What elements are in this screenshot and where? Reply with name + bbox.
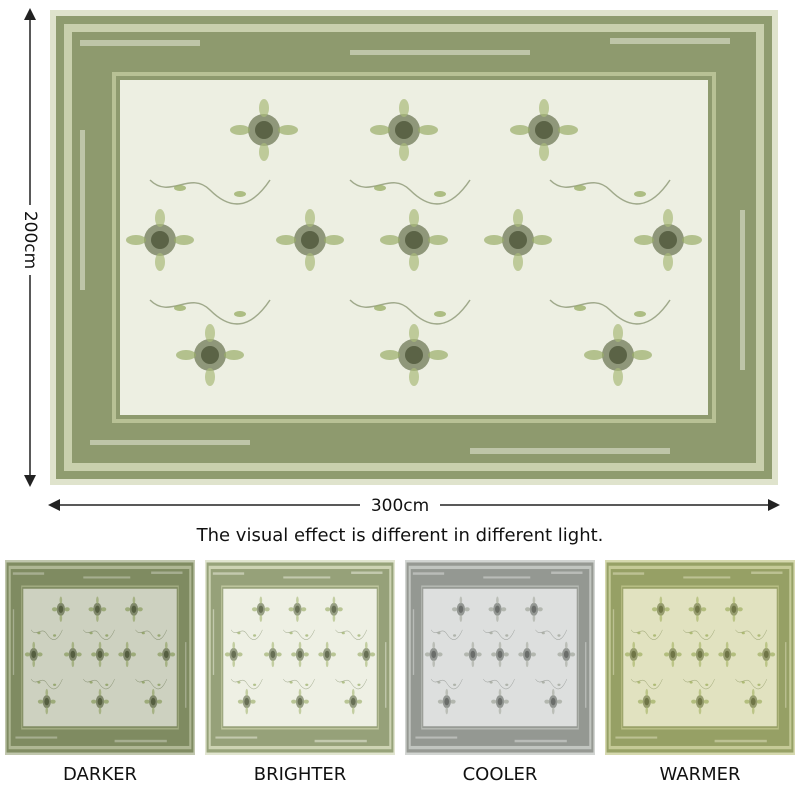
swatch xyxy=(605,560,795,755)
variant-label: DARKER xyxy=(63,764,137,784)
caption: The visual effect is different in differ… xyxy=(196,525,604,546)
variant-label: BRIGHTER xyxy=(254,764,347,784)
height-label: 200cm xyxy=(20,211,40,269)
swatch xyxy=(205,560,395,755)
variant-label: COOLER xyxy=(463,764,538,784)
variant-label: WARMER xyxy=(659,764,740,784)
swatch xyxy=(5,560,195,755)
swatch xyxy=(405,560,595,755)
main-rug xyxy=(50,10,778,485)
width-label: 300cm xyxy=(371,496,429,516)
